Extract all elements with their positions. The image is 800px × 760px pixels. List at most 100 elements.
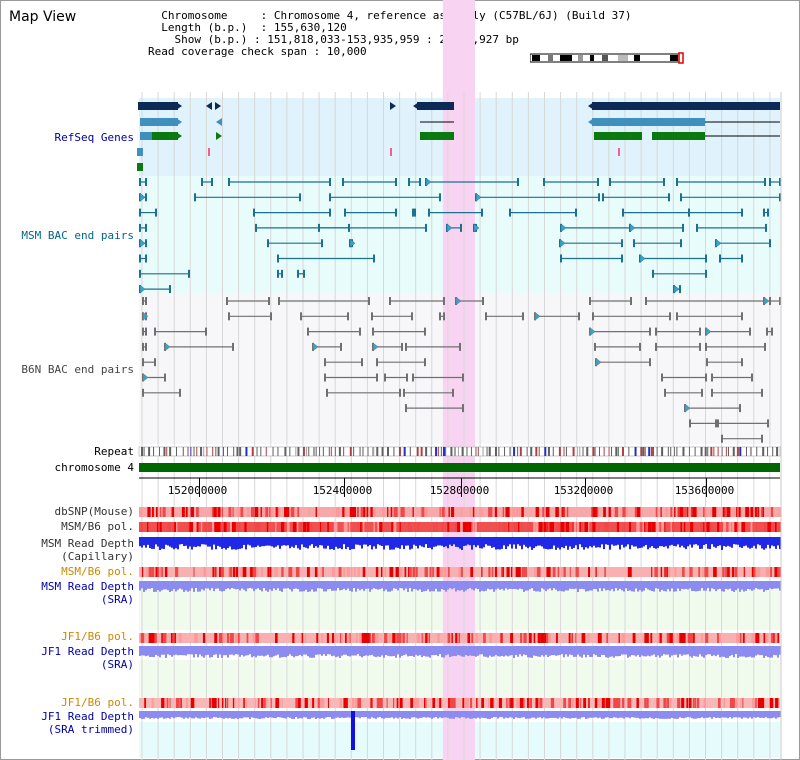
track-label: MSM/B6 pol. xyxy=(61,565,134,578)
polymorphism-mark xyxy=(355,633,358,643)
depth-bar xyxy=(695,537,697,545)
depth-bar xyxy=(297,537,299,549)
polymorphism-mark xyxy=(148,633,153,643)
depth-bar xyxy=(171,711,173,718)
chromosome-ideogram[interactable] xyxy=(530,52,684,64)
depth-bar xyxy=(277,537,279,546)
depth-bar xyxy=(369,711,371,719)
polymorphism-mark xyxy=(354,698,359,708)
depth-bar xyxy=(753,581,755,590)
depth-bar xyxy=(315,581,317,592)
jf1-trimmed-depth xyxy=(139,711,781,719)
repeat-element xyxy=(717,447,719,456)
bac-end-arrow xyxy=(715,238,722,248)
depth-bar xyxy=(571,537,573,549)
depth-bar xyxy=(173,581,175,590)
depth-bar xyxy=(377,711,379,718)
depth-bar xyxy=(749,646,751,657)
chromosome-key: Chromosome xyxy=(161,9,228,22)
depth-bar xyxy=(147,581,149,589)
depth-bar xyxy=(775,646,777,656)
bac-end-arrow xyxy=(475,192,482,202)
depth-bar xyxy=(557,646,559,656)
polymorphism-mark xyxy=(436,567,439,577)
polymorphism-mark xyxy=(200,522,203,532)
polymorphism-mark xyxy=(147,507,151,517)
polymorphism-mark xyxy=(384,567,387,577)
depth-bar xyxy=(657,711,659,719)
polymorphism-mark xyxy=(139,507,142,517)
polymorphism-mark xyxy=(705,633,708,643)
depth-bar xyxy=(473,646,475,657)
polymorphism-mark xyxy=(346,633,351,643)
repeat-element xyxy=(416,447,419,456)
depth-bar xyxy=(597,646,599,657)
depth-bar xyxy=(277,646,279,655)
repeat-element xyxy=(615,447,618,456)
depth-bar xyxy=(455,646,457,657)
depth-bar xyxy=(367,646,369,656)
depth-bar xyxy=(195,537,197,548)
depth-bar xyxy=(687,711,689,718)
depth-bar xyxy=(761,581,763,590)
polymorphism-mark xyxy=(432,567,435,577)
depth-bar xyxy=(219,646,221,655)
repeat-element xyxy=(233,447,235,456)
depth-bar xyxy=(393,581,395,589)
depth-bar xyxy=(491,711,493,718)
bac-end xyxy=(711,388,713,397)
depth-bar xyxy=(597,581,599,592)
polymorphism-mark xyxy=(168,698,170,708)
polymorphism-mark xyxy=(523,567,525,577)
depth-bar xyxy=(229,537,231,547)
depth-bar xyxy=(703,537,705,546)
depth-bar xyxy=(241,711,243,719)
depth-bar xyxy=(159,537,161,550)
depth-bar xyxy=(163,537,165,549)
depth-bar xyxy=(377,646,379,657)
depth-bar xyxy=(445,581,447,592)
depth-bar xyxy=(603,646,605,655)
depth-bar xyxy=(719,581,721,589)
depth-bar xyxy=(713,646,715,656)
depth-bar xyxy=(261,537,263,547)
depth-bar xyxy=(147,646,149,656)
depth-bar xyxy=(177,581,179,590)
depth-bar xyxy=(445,646,447,656)
depth-bar xyxy=(395,711,397,718)
polymorphism-mark xyxy=(494,567,498,577)
polymorphism-mark xyxy=(670,522,673,532)
bac-end xyxy=(412,373,414,382)
polymorphism-mark xyxy=(560,567,564,577)
bac-end xyxy=(719,254,721,263)
polymorphism-mark xyxy=(777,522,781,532)
polymorphism-mark xyxy=(409,567,412,577)
depth-bar xyxy=(203,711,205,719)
polymorphism-mark xyxy=(548,633,551,643)
repeat-element xyxy=(226,447,228,456)
depth-bar xyxy=(387,646,389,656)
depth-bar xyxy=(343,537,345,545)
depth-bar xyxy=(583,646,585,655)
polymorphism-mark xyxy=(666,698,670,708)
bac-end xyxy=(741,208,743,217)
depth-bar xyxy=(235,537,237,550)
polymorphism-mark xyxy=(663,698,667,708)
depth-bar xyxy=(729,537,731,547)
depth-bar xyxy=(491,581,493,590)
depth-bar xyxy=(617,711,619,719)
polymorphism-mark xyxy=(451,507,455,517)
depth-bar xyxy=(707,646,709,655)
depth-bar xyxy=(449,581,451,589)
depth-bar xyxy=(619,711,621,718)
depth-bar xyxy=(245,581,247,592)
depth-bar xyxy=(685,646,687,655)
depth-bar xyxy=(139,537,141,547)
polymorphism-mark xyxy=(757,567,761,577)
polymorphism-mark xyxy=(451,633,453,643)
polymorphism-mark xyxy=(703,522,705,532)
bac-end xyxy=(706,358,708,367)
depth-bar xyxy=(157,646,159,656)
polymorphism-mark xyxy=(547,522,550,532)
